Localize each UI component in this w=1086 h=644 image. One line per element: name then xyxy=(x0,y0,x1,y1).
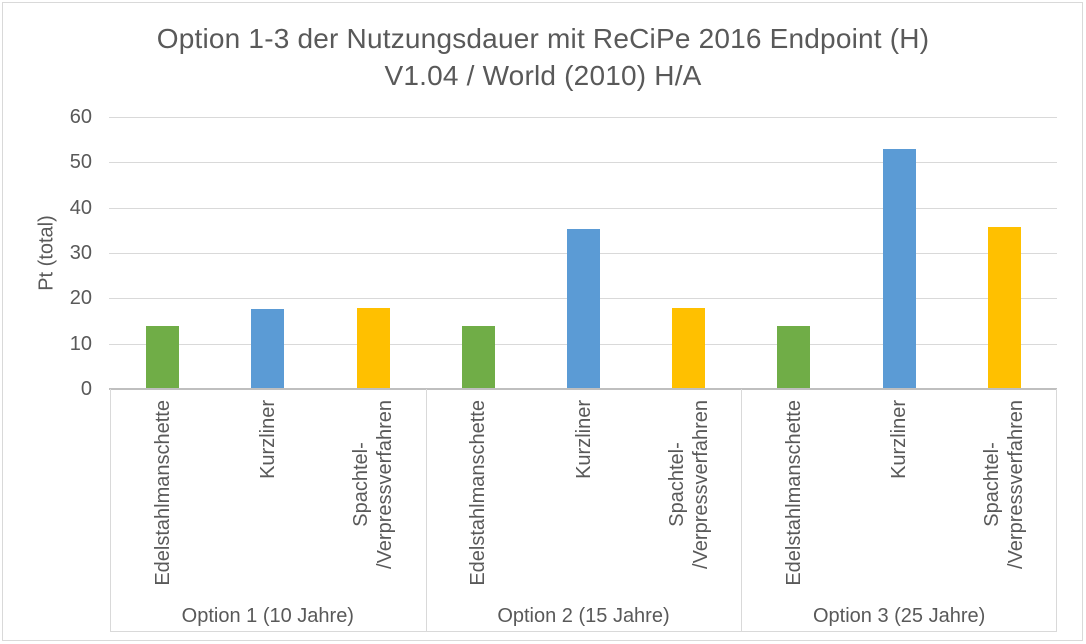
category-label-kurzliner: Kurzliner xyxy=(887,400,911,586)
y-tick-label-40: 40 xyxy=(69,196,92,219)
category-label-edelstahlmanschette: Edelstahlmanschette xyxy=(151,400,175,586)
y-tick-label-0: 0 xyxy=(80,378,92,400)
category-label-text: Kurzliner xyxy=(888,400,911,479)
group-label-option-1: Option 1 (10 Jahre) xyxy=(181,605,354,627)
group-divider-1 xyxy=(425,389,427,632)
bar-option-3-spachtel-verpressverfahren xyxy=(987,227,1021,389)
chart-title-line-1: Option 1-3 der Nutzungsdauer mit ReCiPe … xyxy=(156,23,930,54)
chart-title: Option 1-3 der Nutzungsdauer mit ReCiPe … xyxy=(0,20,1086,94)
bar-option-1-edelstahlmanschette xyxy=(146,326,180,389)
y-tick-label-20: 20 xyxy=(69,287,92,310)
category-label-text: Edelstahlmanschette xyxy=(151,400,174,586)
category-label-spachtel-verpressverfahren: Spachtel-/Verpressverfahren xyxy=(980,400,1028,586)
category-axis-box xyxy=(110,389,1057,632)
bar-option-3-edelstahlmanschette xyxy=(777,326,811,389)
bar-option-3-kurzliner xyxy=(882,148,916,389)
bar-option-1-spachtel-verpressverfahren xyxy=(356,308,390,389)
y-tick-label-30: 30 xyxy=(69,242,92,264)
category-label-text: Kurzliner xyxy=(256,400,279,479)
category-label-spachtel-verpressverfahren: Spachtel-/Verpressverfahren xyxy=(349,400,397,586)
category-label-text: Edelstahlmanschette xyxy=(467,400,490,586)
group-divider-2 xyxy=(741,389,743,632)
y-tick-label-50: 50 xyxy=(69,151,92,174)
bar-option-2-kurzliner xyxy=(567,228,600,389)
category-label-kurzliner: Kurzliner xyxy=(572,400,596,586)
x-axis-line xyxy=(109,388,1057,390)
category-label-text: Spachtel-/Verpressverfahren xyxy=(981,400,1028,569)
category-label-text: Spachtel-/Verpressverfahren xyxy=(350,400,397,569)
bar-option-2-edelstahlmanschette xyxy=(461,326,495,389)
category-label-edelstahlmanschette: Edelstahlmanschette xyxy=(466,400,490,586)
bar-option-1-kurzliner xyxy=(251,309,285,389)
category-label-text: Kurzliner xyxy=(572,400,595,479)
category-label-text: Spachtel-/Verpressverfahren xyxy=(665,400,712,569)
y-tick-label-60: 60 xyxy=(69,106,92,128)
category-label-text: Edelstahlmanschette xyxy=(782,400,805,586)
gridline-50 xyxy=(109,162,1057,164)
category-label-spachtel-verpressverfahren: Spachtel-/Verpressverfahren xyxy=(665,400,713,586)
group-label-option-3: Option 3 (25 Jahre) xyxy=(812,605,986,627)
y-tick-label-10: 10 xyxy=(69,332,92,355)
category-label-kurzliner: Kurzliner xyxy=(256,400,280,586)
gridline-60 xyxy=(109,117,1057,118)
gridline-40 xyxy=(109,207,1057,209)
bar-option-2-spachtel-verpressverfahren xyxy=(672,308,706,389)
group-label-option-2: Option 2 (15 Jahre) xyxy=(497,605,670,627)
category-label-edelstahlmanschette: Edelstahlmanschette xyxy=(782,400,806,586)
chart-title-line-2: V1.04 / World (2010) H/A xyxy=(384,60,702,91)
